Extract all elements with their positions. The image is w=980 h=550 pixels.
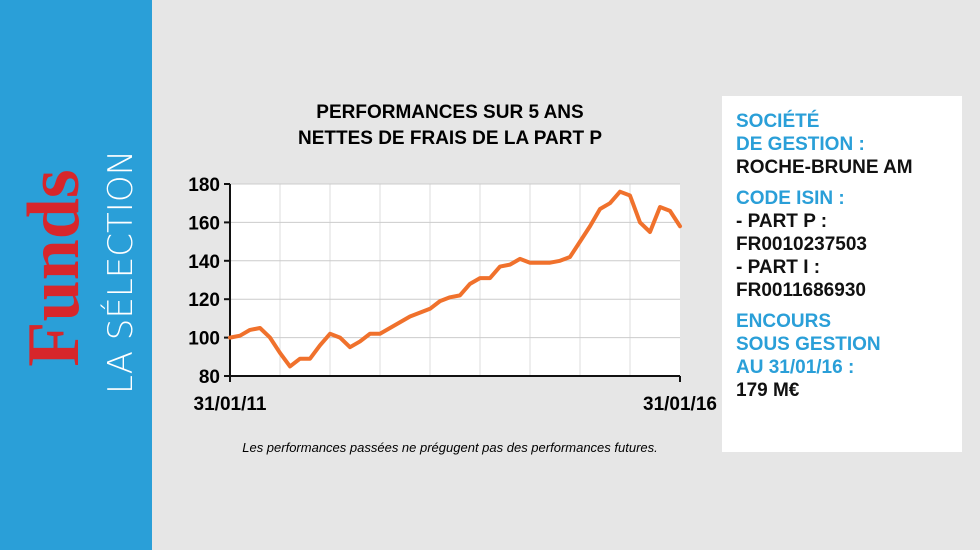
- info-heading: AU 31/01/16 :: [736, 357, 855, 378]
- x-tick-label: 31/01/11: [194, 394, 267, 415]
- y-tick-label: 100: [188, 329, 220, 350]
- info-section: CODE ISIN :- PART P : FR0010237503- PART …: [736, 187, 962, 302]
- info-text: - PART I :: [736, 257, 821, 278]
- sidebar-subtitle: LA SÉLECTION: [100, 150, 141, 394]
- info-text: FR0010237503: [736, 234, 867, 255]
- info-section: SOCIÉTÉ DE GESTION : ROCHE-BRUNE AM: [736, 110, 962, 179]
- y-tick-label: 140: [188, 252, 220, 273]
- info-text: - PART P :: [736, 211, 828, 232]
- info-heading: CODE ISIN :: [736, 188, 845, 209]
- x-tick-label: 31/01/16: [643, 394, 717, 415]
- info-section: ENCOURS SOUS GESTION AU 31/01/16 :179 M€: [736, 310, 962, 402]
- y-tick-label: 80: [199, 367, 220, 388]
- sidebar: [0, 0, 152, 550]
- info-heading: DE GESTION :: [736, 134, 865, 155]
- info-heading: ENCOURS: [736, 311, 832, 332]
- info-text: ROCHE-BRUNE AM: [736, 157, 913, 178]
- plot-area: [230, 184, 680, 376]
- y-tick-label: 120: [188, 290, 220, 311]
- footnote: Les performances passées ne prégugent pa…: [242, 440, 658, 455]
- info-text: 179 M€: [736, 380, 800, 401]
- info-text: FR0011686930: [736, 280, 866, 301]
- y-tick-label: 160: [188, 213, 220, 234]
- info-heading: SOCIÉTÉ: [736, 111, 820, 132]
- chart-title: PERFORMANCES SUR 5 ANS: [316, 102, 583, 123]
- line-series: [228, 189, 682, 369]
- info-heading: SOUS GESTION: [736, 334, 881, 355]
- info-panel: SOCIÉTÉ DE GESTION : ROCHE-BRUNE AM CODE IS…: [722, 96, 962, 452]
- brand: Funds: [13, 169, 95, 366]
- chart-title: NETTES DE FRAIS DE LA PART P: [298, 128, 602, 149]
- y-tick-label: 180: [188, 175, 220, 196]
